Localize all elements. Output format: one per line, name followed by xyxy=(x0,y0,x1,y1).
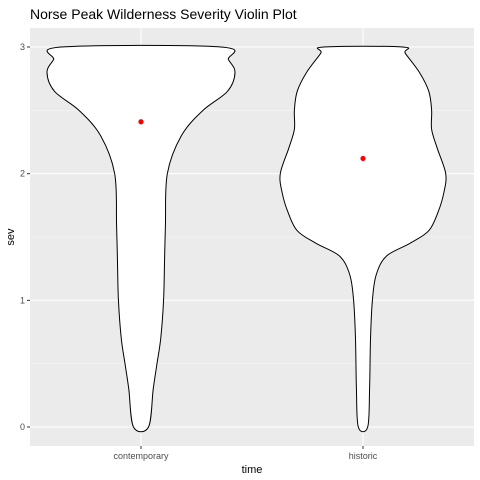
y-axis-title: sev xyxy=(5,228,17,246)
chart-title: Norse Peak Wilderness Severity Violin Pl… xyxy=(30,6,297,22)
y-axis: 0 1 2 3 xyxy=(20,42,30,432)
x-axis: contemporary historic xyxy=(113,446,378,461)
y-tick-label: 1 xyxy=(20,295,25,305)
y-tick-label: 3 xyxy=(20,42,25,52)
mean-points xyxy=(138,119,366,162)
violins xyxy=(46,44,447,433)
violin-contemporary xyxy=(46,44,236,433)
violin-historic xyxy=(279,45,447,433)
x-axis-title: time xyxy=(242,464,263,476)
mean-point-contemporary xyxy=(138,119,144,125)
x-tick-label: contemporary xyxy=(113,451,169,461)
y-tick-label: 2 xyxy=(20,169,25,179)
x-tick-label: historic xyxy=(349,451,378,461)
y-tick-label: 0 xyxy=(20,422,25,432)
mean-point-historic xyxy=(360,155,366,162)
